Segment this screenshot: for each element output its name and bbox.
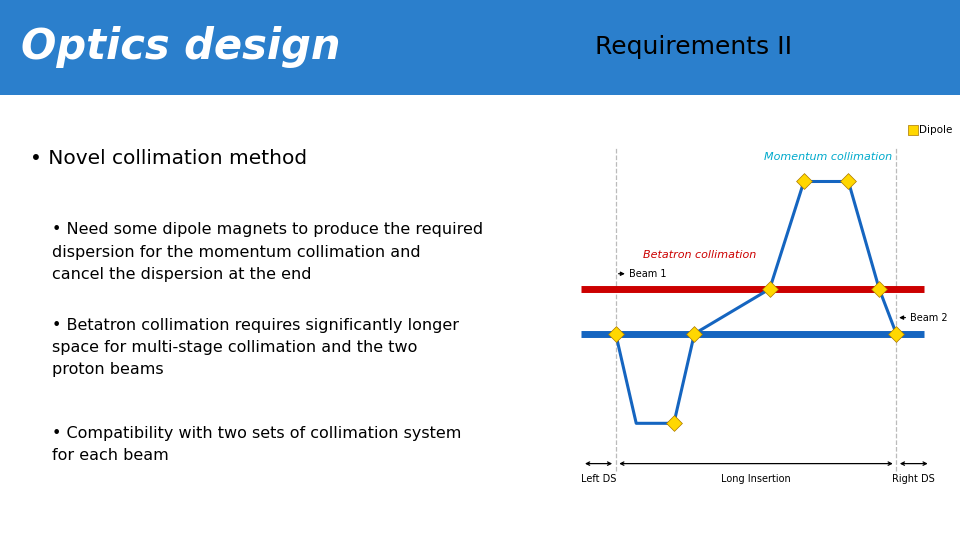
Text: • Novel collimation method: • Novel collimation method: [30, 149, 307, 168]
Point: [889, 329, 904, 338]
Text: Beam 2: Beam 2: [910, 313, 948, 322]
Text: Right DS: Right DS: [892, 474, 935, 484]
Point: [905, 125, 921, 134]
Text: Long Insertion: Long Insertion: [721, 474, 791, 484]
Point: [666, 419, 682, 428]
Text: Optics design: Optics design: [21, 26, 341, 68]
Text: Beam 1: Beam 1: [630, 269, 667, 279]
Text: • Need some dipole magnets to produce the required
dispersion for the momentum c: • Need some dipole magnets to produce th…: [52, 222, 483, 282]
Text: Left DS: Left DS: [581, 474, 616, 484]
Point: [686, 329, 702, 338]
Point: [762, 285, 778, 293]
Text: Dipole: Dipole: [919, 125, 952, 134]
Text: Betatron collimation: Betatron collimation: [643, 251, 756, 260]
Text: • Betatron collimation requires significantly longer
space for multi-stage colli: • Betatron collimation requires signific…: [52, 318, 459, 377]
Text: Momentum collimation: Momentum collimation: [764, 152, 892, 162]
Point: [608, 329, 623, 338]
Point: [872, 285, 887, 293]
Text: • Compatibility with two sets of collimation system
for each beam: • Compatibility with two sets of collima…: [52, 426, 462, 463]
Text: Requirements II: Requirements II: [595, 35, 792, 59]
Point: [841, 177, 856, 186]
Point: [796, 177, 811, 186]
